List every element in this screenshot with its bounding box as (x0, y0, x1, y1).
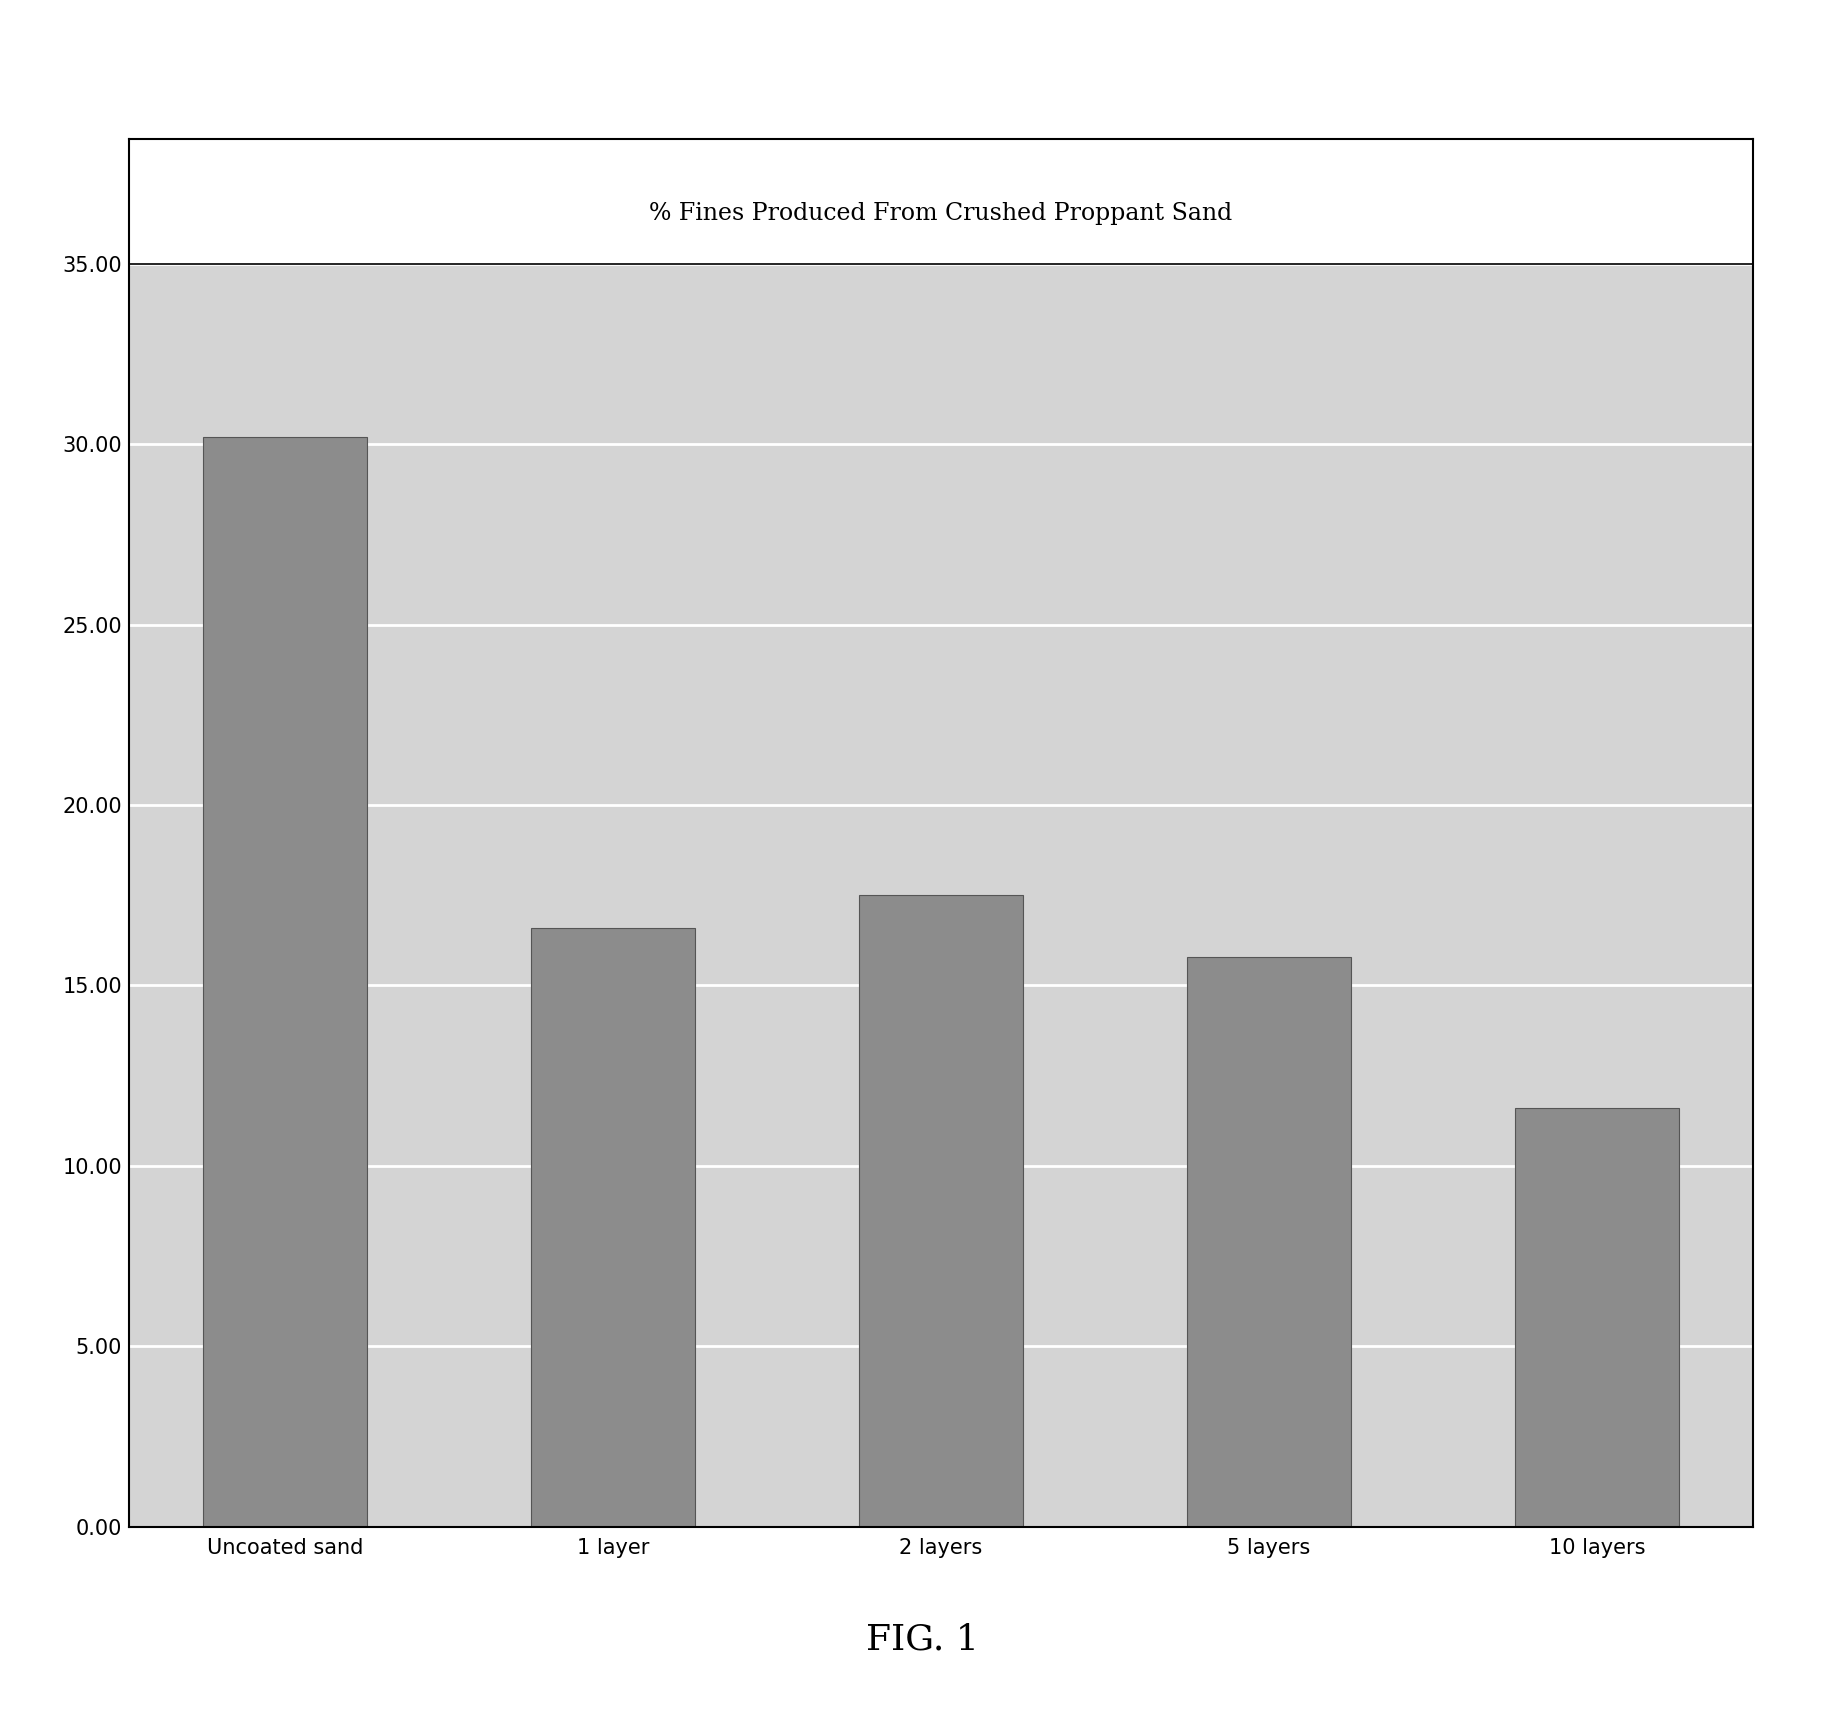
Text: % Fines Produced From Crushed Proppant Sand: % Fines Produced From Crushed Proppant S… (649, 203, 1232, 226)
Bar (1186, 956, 1351, 1527)
Bar (203, 437, 367, 1527)
Bar (1515, 1109, 1679, 1527)
Bar (531, 928, 696, 1527)
Text: FIG. 1: FIG. 1 (865, 1622, 980, 1657)
Bar (860, 895, 1022, 1527)
